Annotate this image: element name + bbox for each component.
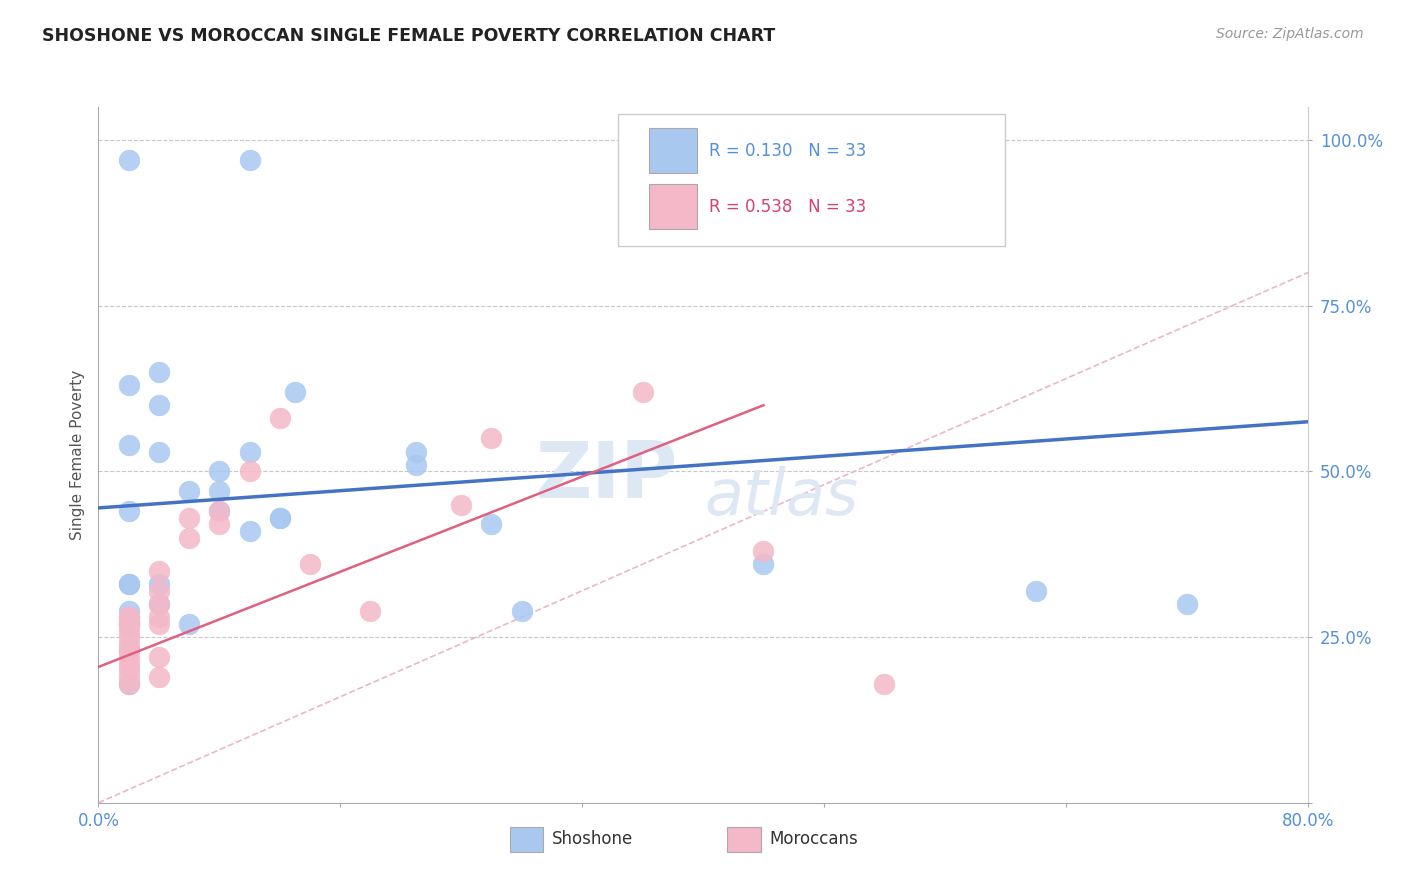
Point [269,511,291,525]
Point [148,597,170,611]
Point [405,458,427,472]
Point [177,616,201,631]
Point [118,657,141,671]
Point [873,676,896,690]
Point [631,384,654,399]
Bar [509,827,543,852]
Point [510,604,533,618]
Point [177,531,201,545]
Point [284,384,307,399]
Point [752,544,775,558]
Point [481,431,503,445]
Point [208,517,231,532]
Point [177,511,201,525]
Point [752,558,775,572]
Point [118,504,141,518]
Point [148,610,170,624]
Point [118,676,141,690]
Point [118,637,141,651]
FancyBboxPatch shape [619,114,1005,246]
Point [239,153,262,167]
Point [208,504,231,518]
Point [118,650,141,665]
Bar [648,184,697,229]
Point [239,465,262,479]
Point [118,378,141,392]
Point [239,524,262,538]
Point [118,624,141,638]
Text: R = 0.130   N = 33: R = 0.130 N = 33 [709,142,866,160]
Point [148,577,170,591]
Point [208,465,231,479]
Point [118,676,141,690]
Text: atlas: atlas [704,466,859,528]
Text: Moroccans: Moroccans [769,830,858,848]
Point [148,597,170,611]
Point [148,564,170,578]
Point [118,643,141,657]
Point [177,484,201,499]
Point [118,616,141,631]
Point [118,610,141,624]
Point [148,616,170,631]
Point [118,670,141,684]
Point [118,616,141,631]
Point [118,610,141,624]
Point [118,630,141,644]
Point [148,444,170,458]
Point [148,398,170,412]
Point [208,484,231,499]
Point [299,558,322,572]
Bar [727,827,761,852]
Point [118,438,141,452]
Text: Shoshone: Shoshone [551,830,633,848]
Y-axis label: Single Female Poverty: Single Female Poverty [69,370,84,540]
Point [118,643,141,657]
Point [118,153,141,167]
Point [118,577,141,591]
Point [1175,597,1198,611]
Bar [648,128,697,173]
Point [450,498,472,512]
Point [148,583,170,598]
Point [405,444,427,458]
Point [148,670,170,684]
Point [360,604,382,618]
Text: Source: ZipAtlas.com: Source: ZipAtlas.com [1216,27,1364,41]
Point [118,663,141,677]
Point [208,504,231,518]
Point [118,577,141,591]
Point [148,365,170,379]
Point [269,511,291,525]
Point [481,517,503,532]
Text: ZIP: ZIP [536,438,678,514]
Point [118,604,141,618]
Point [1024,583,1046,598]
Point [148,650,170,665]
Point [118,616,141,631]
Text: SHOSHONE VS MOROCCAN SINGLE FEMALE POVERTY CORRELATION CHART: SHOSHONE VS MOROCCAN SINGLE FEMALE POVER… [42,27,776,45]
Point [239,444,262,458]
Point [269,411,291,425]
Text: R = 0.538   N = 33: R = 0.538 N = 33 [709,197,866,216]
